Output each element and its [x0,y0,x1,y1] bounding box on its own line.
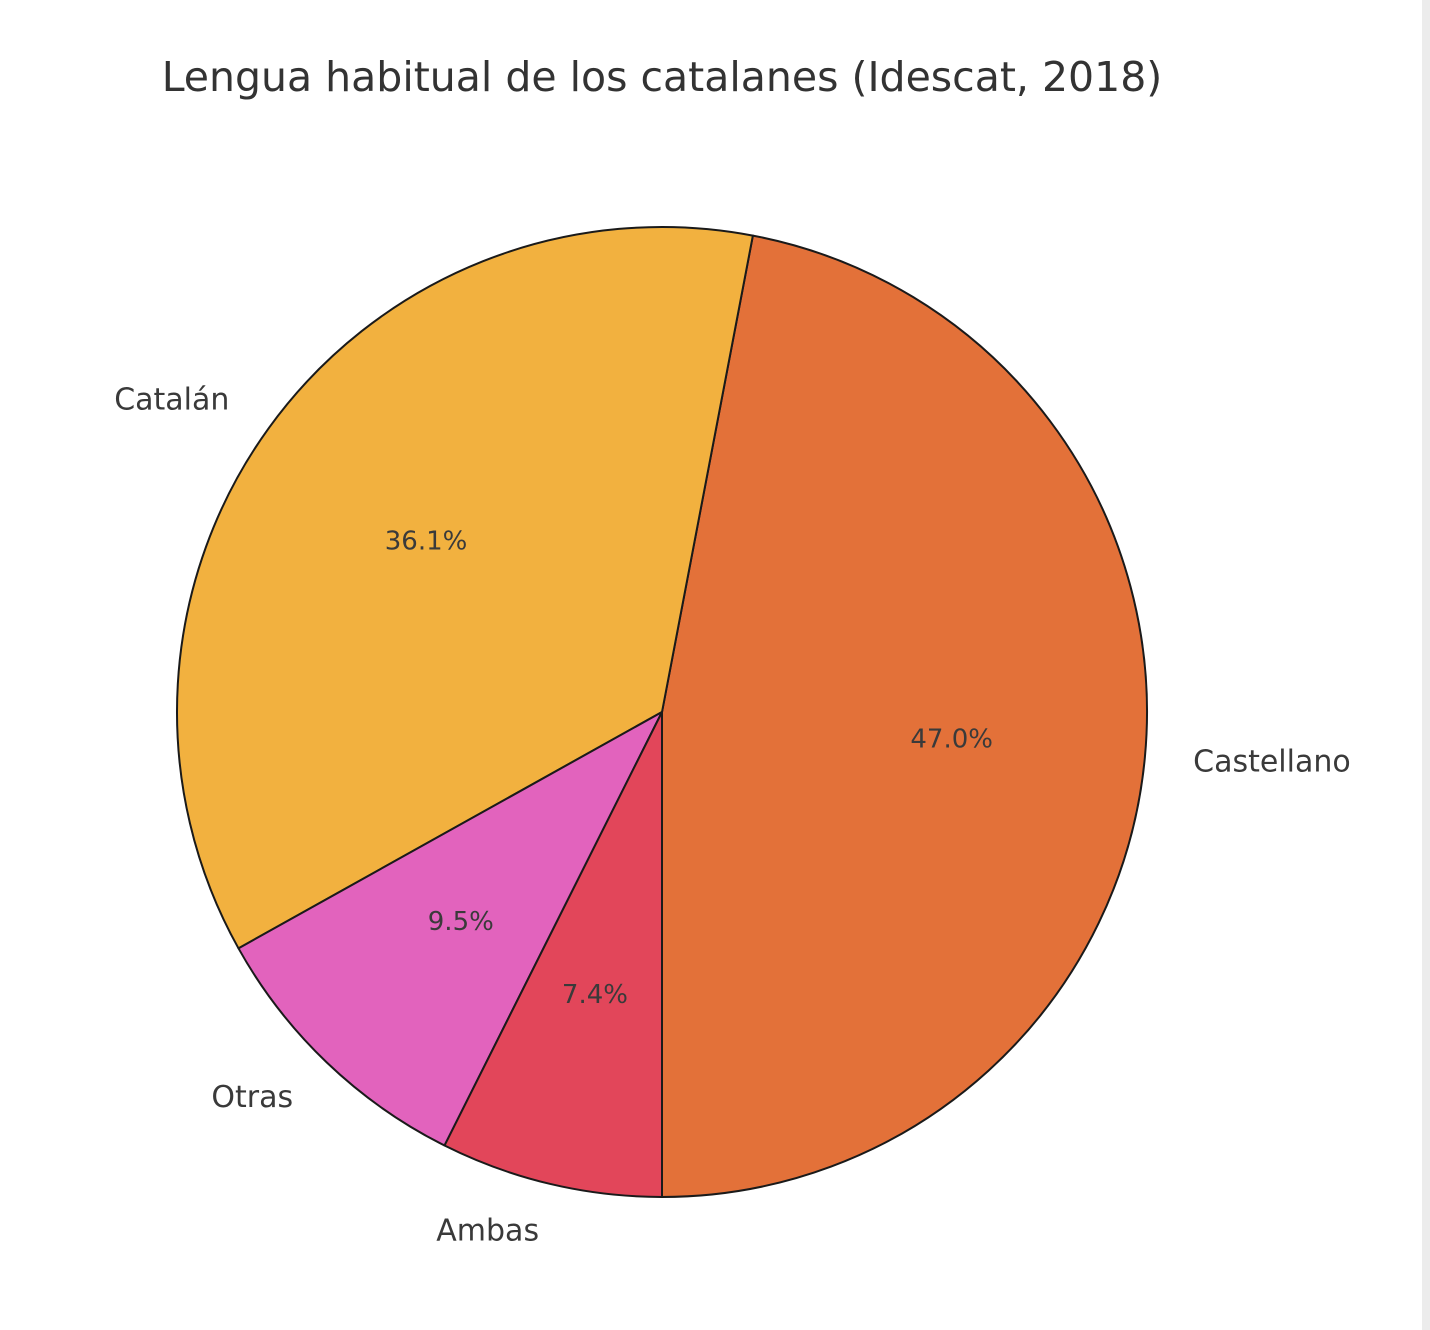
pct-label-castellano: 47.0% [910,724,993,754]
slice-castellano [661,234,1149,1198]
category-labels: Castellano Catalán Otras Ambas [114,382,1351,1248]
slice-catalan [176,225,754,950]
percentage-labels: 47.0% 36.1% 9.5% 7.4% [385,527,993,1010]
chart-title: Lengua habitual de los catalanes (Idesca… [162,53,1163,101]
category-label-catalan: Catalán [114,382,229,417]
pct-label-otras: 9.5% [428,907,494,937]
slice-otras [237,711,663,1147]
slice-ambas [443,711,663,1198]
category-label-ambas: Ambas [436,1214,539,1249]
page-scrollbar[interactable] [1422,0,1430,1330]
pct-label-catalan: 36.1% [385,527,468,557]
category-label-castellano: Castellano [1193,745,1351,780]
pie-slices [176,225,1149,1198]
category-label-otras: Otras [211,1080,293,1115]
pct-label-ambas: 7.4% [562,980,628,1010]
